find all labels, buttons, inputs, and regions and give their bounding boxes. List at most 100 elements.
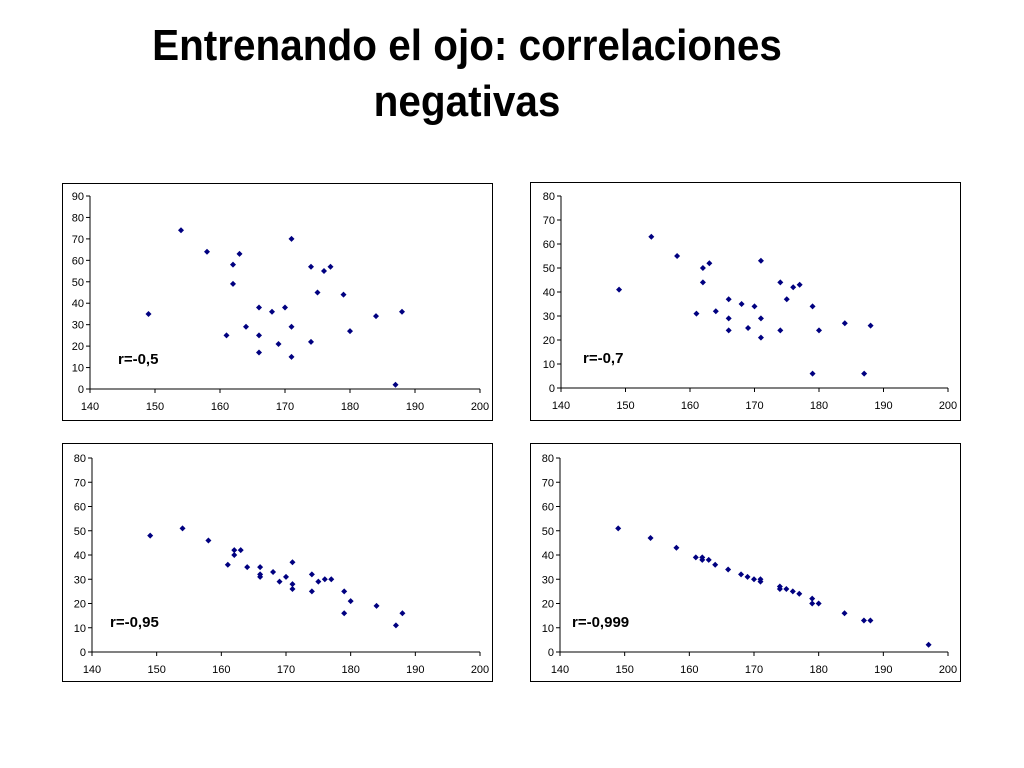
y-tick-label: 60 <box>543 239 555 251</box>
x-tick-label: 170 <box>745 400 763 412</box>
data-point <box>692 554 699 561</box>
data-point <box>783 296 790 303</box>
data-point <box>725 315 732 322</box>
data-point <box>230 261 236 268</box>
y-tick-label: 30 <box>74 574 86 586</box>
data-point <box>341 588 348 595</box>
data-point <box>205 537 212 544</box>
data-point <box>314 289 321 296</box>
data-point <box>373 313 379 320</box>
x-tick-label: 150 <box>147 664 165 676</box>
data-point <box>289 585 296 592</box>
y-tick-label: 20 <box>72 341 84 353</box>
scatter-chart-3: 0 10 20 30 40 50 60 70 80 140 150 160 170 180 190 200 r=… <box>74 453 489 676</box>
y-tick-label: 50 <box>543 263 555 275</box>
data-point <box>699 279 706 286</box>
data-point <box>179 525 186 532</box>
data-point <box>373 602 380 609</box>
y-tick-label: 60 <box>74 502 86 514</box>
data-point <box>757 334 764 341</box>
y-tick-label: 20 <box>542 599 554 611</box>
data-point <box>809 595 816 602</box>
x-tick-label: 150 <box>615 664 633 676</box>
data-point <box>816 327 822 334</box>
data-point <box>308 571 315 578</box>
data-point <box>283 573 289 580</box>
data-point <box>712 308 719 315</box>
x-tick-label: 140 <box>81 401 99 413</box>
x-tick-label: 200 <box>939 664 957 676</box>
x-tick-label: 190 <box>406 401 424 413</box>
slide-title-line-1: Entrenando el ojo: correlaciones <box>152 21 782 70</box>
data-point <box>399 308 405 315</box>
y-tick-label: 0 <box>548 647 554 659</box>
data-point <box>738 571 745 578</box>
y-tick-label: 70 <box>74 477 86 489</box>
data-point <box>809 370 816 377</box>
data-point <box>147 532 154 539</box>
x-tick-label: 160 <box>211 401 229 413</box>
y-tick-label: 10 <box>542 623 554 635</box>
x-tick-label: 140 <box>83 664 101 676</box>
y-tick-label: 30 <box>543 311 555 323</box>
data-point <box>744 573 751 580</box>
x-tick-label: 190 <box>874 400 892 412</box>
scatter-chart-2: 0 10 20 30 40 50 60 70 80 140 150 160 170 180 190 200 r=… <box>543 191 957 412</box>
data-point <box>243 323 249 330</box>
y-tick-label: 0 <box>78 384 84 396</box>
scatter-panel-2: 0 10 20 30 40 50 60 70 80 140 150 160 170 180 190 200 r=… <box>530 182 961 421</box>
x-tick-label: 180 <box>341 664 359 676</box>
data-point <box>328 576 335 583</box>
data-point <box>699 265 706 271</box>
y-tick-label: 40 <box>74 550 86 562</box>
data-point <box>308 338 314 345</box>
data-point <box>777 279 784 286</box>
correlation-label: r=-0,7 <box>583 350 623 367</box>
data-point <box>327 263 334 270</box>
data-point <box>237 547 244 554</box>
x-tick-label: 160 <box>212 664 230 676</box>
x-tick-label: 160 <box>681 400 699 412</box>
data-point <box>751 303 758 310</box>
y-tick-label: 80 <box>542 453 554 465</box>
data-point <box>392 381 399 388</box>
y-tick-label: 80 <box>74 453 86 465</box>
data-point <box>757 315 764 322</box>
data-point <box>178 227 184 234</box>
y-tick-label: 20 <box>74 599 86 611</box>
y-tick-label: 30 <box>542 574 554 586</box>
x-tick-label: 150 <box>616 400 634 412</box>
y-tick-label: 90 <box>72 191 84 203</box>
x-tick-label: 170 <box>745 664 763 676</box>
data-point <box>615 525 622 532</box>
data-point <box>315 578 322 585</box>
data-point <box>674 253 681 259</box>
data-point <box>256 304 262 311</box>
data-point <box>925 641 932 648</box>
scatter-chart-1: 0 10 20 30 40 50 60 70 80 90 140 150 160 170 180 190 200… <box>72 191 489 413</box>
data-point <box>867 617 874 624</box>
data-point <box>289 559 296 566</box>
data-point <box>705 556 712 563</box>
x-tick-label: 170 <box>277 664 295 676</box>
data-point <box>236 250 243 257</box>
data-point <box>347 328 353 335</box>
slide-title: Entrenando el ojo: correlaciones negativ… <box>37 18 896 130</box>
correlation-label: r=-0,999 <box>572 614 629 631</box>
data-point <box>860 617 867 624</box>
data-point <box>673 544 680 551</box>
correlation-label: r=-0,5 <box>118 351 158 368</box>
data-point <box>790 284 797 291</box>
data-point <box>751 576 757 583</box>
data-point <box>145 310 152 317</box>
data-point <box>257 573 264 580</box>
data-point <box>275 340 282 347</box>
data-point <box>244 564 251 571</box>
data-point <box>706 260 713 267</box>
y-tick-label: 20 <box>543 335 555 347</box>
x-tick-label: 170 <box>276 401 294 413</box>
data-point <box>757 257 764 264</box>
data-point <box>321 576 328 583</box>
data-point <box>392 622 399 629</box>
scatter-chart-4: 0 10 20 30 40 50 60 70 80 140 150 160 170 180 190 200 r=… <box>542 453 957 676</box>
